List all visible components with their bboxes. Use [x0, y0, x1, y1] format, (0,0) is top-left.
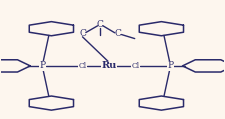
- Text: C: C: [115, 29, 122, 38]
- Text: C: C: [97, 20, 104, 29]
- Text: Ru: Ru: [101, 61, 117, 70]
- Text: C: C: [79, 29, 86, 38]
- Text: P: P: [167, 61, 173, 70]
- Text: Cl: Cl: [79, 62, 87, 70]
- Text: P: P: [39, 61, 45, 70]
- Text: Cl: Cl: [132, 62, 140, 70]
